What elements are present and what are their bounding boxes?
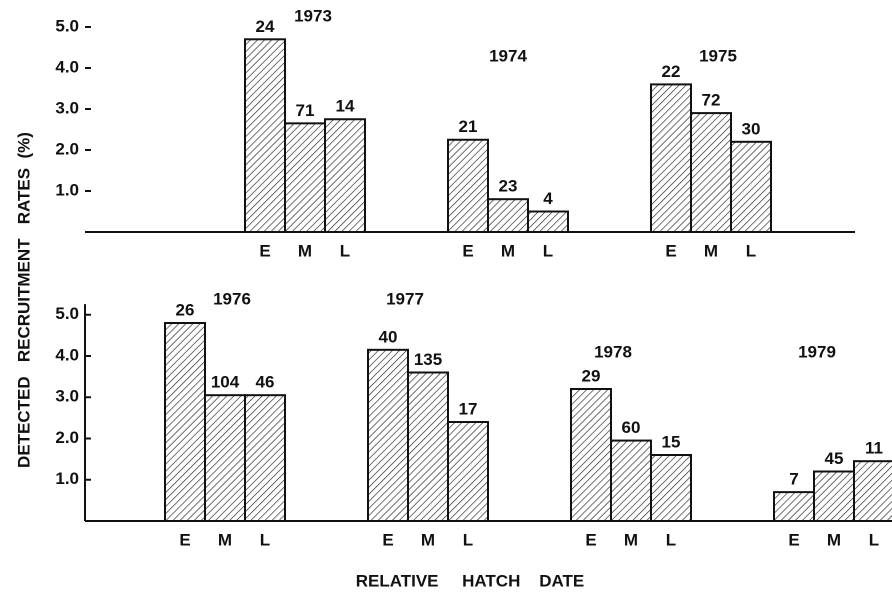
y-tick-label: 4.0: [55, 57, 79, 76]
bar: [447, 138, 489, 233]
y-tick-label: 1.0: [55, 469, 79, 488]
x-tick-label: M: [298, 241, 312, 260]
bar: [570, 388, 612, 522]
x-tick-label: M: [704, 241, 718, 260]
y-tick-label: 1.0: [55, 180, 79, 199]
sample-size-label: 11: [865, 439, 883, 458]
sample-size-label: 135: [414, 350, 442, 369]
bar: [813, 470, 855, 522]
sample-size-label: 15: [662, 432, 681, 451]
bar: [447, 421, 489, 522]
bar: [164, 322, 206, 522]
bar: [244, 394, 286, 522]
sample-size-label: 72: [702, 91, 721, 110]
y-tick-label: 2.0: [55, 139, 79, 158]
x-tick-label: E: [259, 241, 270, 260]
x-tick-label: L: [340, 241, 350, 260]
x-tick-label: L: [543, 241, 553, 260]
sample-size-label: 104: [211, 373, 240, 392]
sample-size-label: 40: [379, 327, 398, 346]
bar: [690, 112, 732, 233]
x-tick-label: L: [260, 530, 270, 549]
x-tick-label: E: [179, 530, 190, 549]
bar: [367, 348, 409, 522]
bar: [853, 460, 892, 522]
sample-size-label: 22: [662, 62, 681, 81]
x-tick-label: L: [746, 241, 756, 260]
x-tick-label: L: [666, 530, 676, 549]
group-label: 1974: [489, 46, 527, 65]
bar: [610, 439, 652, 522]
bar: [650, 454, 692, 522]
y-tick-label: 2.0: [55, 428, 79, 447]
sample-size-label: 30: [742, 119, 761, 138]
x-tick-label: M: [421, 530, 435, 549]
x-tick-label: E: [382, 530, 393, 549]
x-tick-label: E: [585, 530, 596, 549]
bar: [730, 140, 772, 233]
bar: [407, 371, 449, 522]
x-tick-label: E: [665, 241, 676, 260]
group-label: 1973: [294, 6, 332, 25]
bar: [527, 210, 569, 233]
y-tick-label: 3.0: [55, 387, 79, 406]
y-tick-label: 5.0: [55, 16, 79, 35]
bar: [284, 122, 326, 233]
bar: [324, 118, 366, 233]
sample-size-label: 21: [459, 117, 478, 136]
group-label: 1977: [386, 289, 424, 308]
y-tick-label: 3.0: [55, 98, 79, 117]
x-tick-label: M: [501, 241, 515, 260]
x-tick-label: M: [624, 530, 638, 549]
sample-size-label: 24: [256, 17, 275, 36]
bar: [204, 394, 246, 522]
sample-size-label: 7: [789, 470, 798, 489]
group-label: 1975: [699, 46, 737, 65]
sample-size-label: 29: [582, 366, 601, 385]
sample-size-label: 14: [336, 97, 355, 116]
sample-size-label: 60: [622, 418, 641, 437]
group-label: 1978: [594, 342, 632, 361]
x-tick-label: E: [788, 530, 799, 549]
sample-size-label: 23: [499, 177, 518, 196]
group-label: 1979: [798, 342, 836, 361]
bar: [650, 83, 692, 234]
sample-size-label: 4: [543, 189, 553, 208]
y-tick-label: 5.0: [55, 304, 79, 323]
x-tick-label: L: [463, 530, 473, 549]
sample-size-label: 46: [256, 373, 275, 392]
group-label: 1976: [213, 289, 251, 308]
sample-size-label: 17: [459, 399, 478, 418]
x-tick-label: M: [827, 530, 841, 549]
sample-size-label: 26: [176, 300, 195, 319]
x-tick-label: E: [462, 241, 473, 260]
bar: [244, 38, 286, 233]
y-axis-label: DETECTED RECRUITMENT RATES (%): [14, 132, 33, 468]
bar: [487, 198, 529, 233]
bar: [773, 491, 815, 522]
x-tick-label: M: [218, 530, 232, 549]
x-axis-label: RELATIVE HATCH DATE: [356, 571, 585, 590]
x-tick-label: L: [869, 530, 879, 549]
sample-size-label: 71: [296, 101, 315, 120]
y-tick-label: 4.0: [55, 345, 79, 364]
sample-size-label: 45: [825, 449, 844, 468]
